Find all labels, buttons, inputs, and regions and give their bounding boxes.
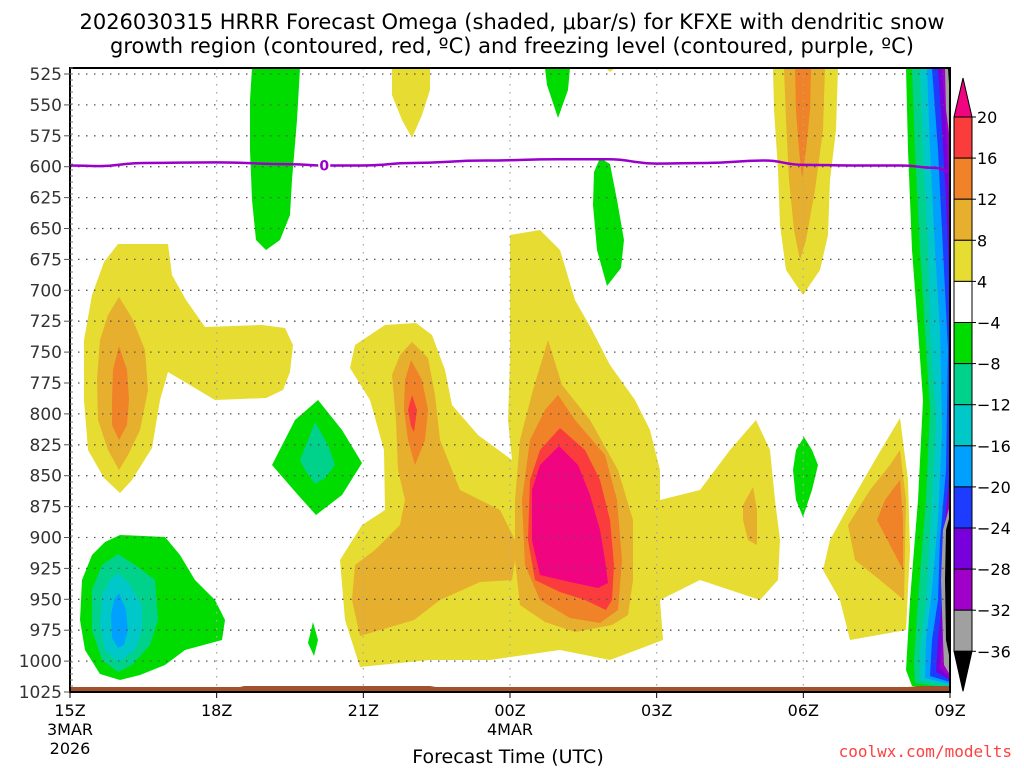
colorbar-label: −36 xyxy=(977,642,1011,661)
y-tick-label: 575 xyxy=(30,127,62,147)
colorbar-top-arrow xyxy=(953,77,973,118)
colorbar-label: −28 xyxy=(977,560,1011,579)
freezing-level-label: 0 xyxy=(319,158,329,174)
colorbar-label: −4 xyxy=(977,314,1001,333)
omega-region-blue xyxy=(111,593,128,648)
colorbar-swatch xyxy=(953,404,973,447)
omega-region-green xyxy=(308,622,318,656)
colorbar-label: −16 xyxy=(977,437,1011,456)
x-tick-label: 18Z xyxy=(201,701,232,720)
colorbar-swatch xyxy=(953,116,973,159)
colorbar-label: 12 xyxy=(977,190,997,209)
x-tick-date-label: 4MAR xyxy=(487,720,533,739)
colorbar-swatch xyxy=(953,363,973,406)
omega-region-gold xyxy=(352,342,515,636)
y-axis: 525 550 575 600 625 650 675 700 725 750 775 800 825 8… xyxy=(19,65,73,703)
omega-region-yellow xyxy=(392,68,430,138)
y-tick-label: 925 xyxy=(30,559,62,579)
y-tick-label: 725 xyxy=(30,312,62,332)
omega-region-green xyxy=(250,68,300,250)
y-tick-label: 600 xyxy=(30,158,62,178)
colorbar-label: 8 xyxy=(977,231,987,250)
colorbar-swatch xyxy=(953,445,973,488)
y-tick-label: 875 xyxy=(30,498,62,518)
y-tick-label: 825 xyxy=(30,436,62,456)
omega-region-gold xyxy=(848,450,906,600)
x-tick-label: 09Z xyxy=(934,701,965,720)
y-tick-label: 1000 xyxy=(19,652,62,672)
y-tick-label: 950 xyxy=(30,590,62,610)
y-tick-label: 975 xyxy=(30,621,62,641)
colorbar-swatch xyxy=(953,527,973,570)
omega-region-orange xyxy=(112,346,129,440)
y-tick-label: 625 xyxy=(30,189,62,209)
colorbar-label: −20 xyxy=(977,478,1011,497)
y-tick-label: 800 xyxy=(30,405,62,425)
colorbar-swatch xyxy=(953,198,973,241)
colorbar-swatch xyxy=(953,609,973,652)
y-tick-label: 1025 xyxy=(19,683,62,703)
freezing-level-contour xyxy=(70,158,950,173)
omega-region-teal xyxy=(300,422,335,484)
colorbar-swatch xyxy=(953,568,973,611)
omega-region-green xyxy=(793,437,818,517)
x-tick-label: 15Z xyxy=(54,701,85,720)
x-tick-date-label: 3MAR xyxy=(47,720,93,739)
colorbar-label: 16 xyxy=(977,149,997,168)
x-tick-label: 00Z xyxy=(494,701,525,720)
colorbar-label: −12 xyxy=(977,396,1011,415)
freezing-level-label-halo xyxy=(318,158,331,173)
colorbar-swatch xyxy=(953,486,973,529)
plot-area: 0 xyxy=(70,68,950,692)
omega-region-gold xyxy=(743,487,757,545)
colorbar-label: −32 xyxy=(977,601,1011,620)
y-tick-label: 775 xyxy=(30,374,62,394)
y-tick-label: 750 xyxy=(30,343,62,363)
omega-region-orange xyxy=(795,68,811,178)
colorbar-swatch xyxy=(953,280,973,323)
y-tick-label: 550 xyxy=(30,96,62,116)
colorbar-swatch xyxy=(953,157,973,200)
grid-lines xyxy=(70,68,950,692)
colorbar-label: −8 xyxy=(977,355,1001,374)
credit-link[interactable]: coolwx.com/modelts xyxy=(839,742,1012,761)
chart-title-line-2: growth region (contoured, red, ºC) and f… xyxy=(110,34,914,58)
surface-terrain-band xyxy=(70,686,950,692)
x-tick-label: 03Z xyxy=(641,701,672,720)
x-tick-label: 21Z xyxy=(348,701,379,720)
colorbar-label: 20 xyxy=(977,108,997,127)
y-tick-label: 900 xyxy=(30,529,62,549)
x-tick-year-label: 2026 xyxy=(50,739,91,758)
colorbar-swatch xyxy=(953,239,973,282)
colorbar-label: 4 xyxy=(977,272,987,291)
colorbar-bottom-arrow xyxy=(953,650,973,692)
omega-region-orange xyxy=(877,480,903,570)
omega-region-green xyxy=(593,158,624,286)
y-tick-label: 650 xyxy=(30,220,62,240)
x-axis-label: Forecast Time (UTC) xyxy=(412,746,603,768)
y-tick-label: 525 xyxy=(30,65,62,85)
x-tick-label: 06Z xyxy=(788,701,819,720)
colorbar: 20 16 12 8 4 −4 −8 −12 −16 −20 −24 −28 −32 −36 xyxy=(953,77,1011,692)
omega-region-red xyxy=(408,395,417,432)
y-tick-label: 675 xyxy=(30,250,62,270)
y-tick-label: 700 xyxy=(30,281,62,301)
colorbar-label: −24 xyxy=(977,519,1011,538)
omega-region-gray xyxy=(941,68,950,675)
omega-region-pink xyxy=(532,446,608,588)
omega-region-green xyxy=(545,68,570,118)
colorbar-swatch xyxy=(953,322,973,365)
y-tick-label: 850 xyxy=(30,467,62,487)
omega-shading xyxy=(80,68,950,690)
chart-title-line-1: 2026030315 HRRR Forecast Omega (shaded, … xyxy=(79,10,944,34)
